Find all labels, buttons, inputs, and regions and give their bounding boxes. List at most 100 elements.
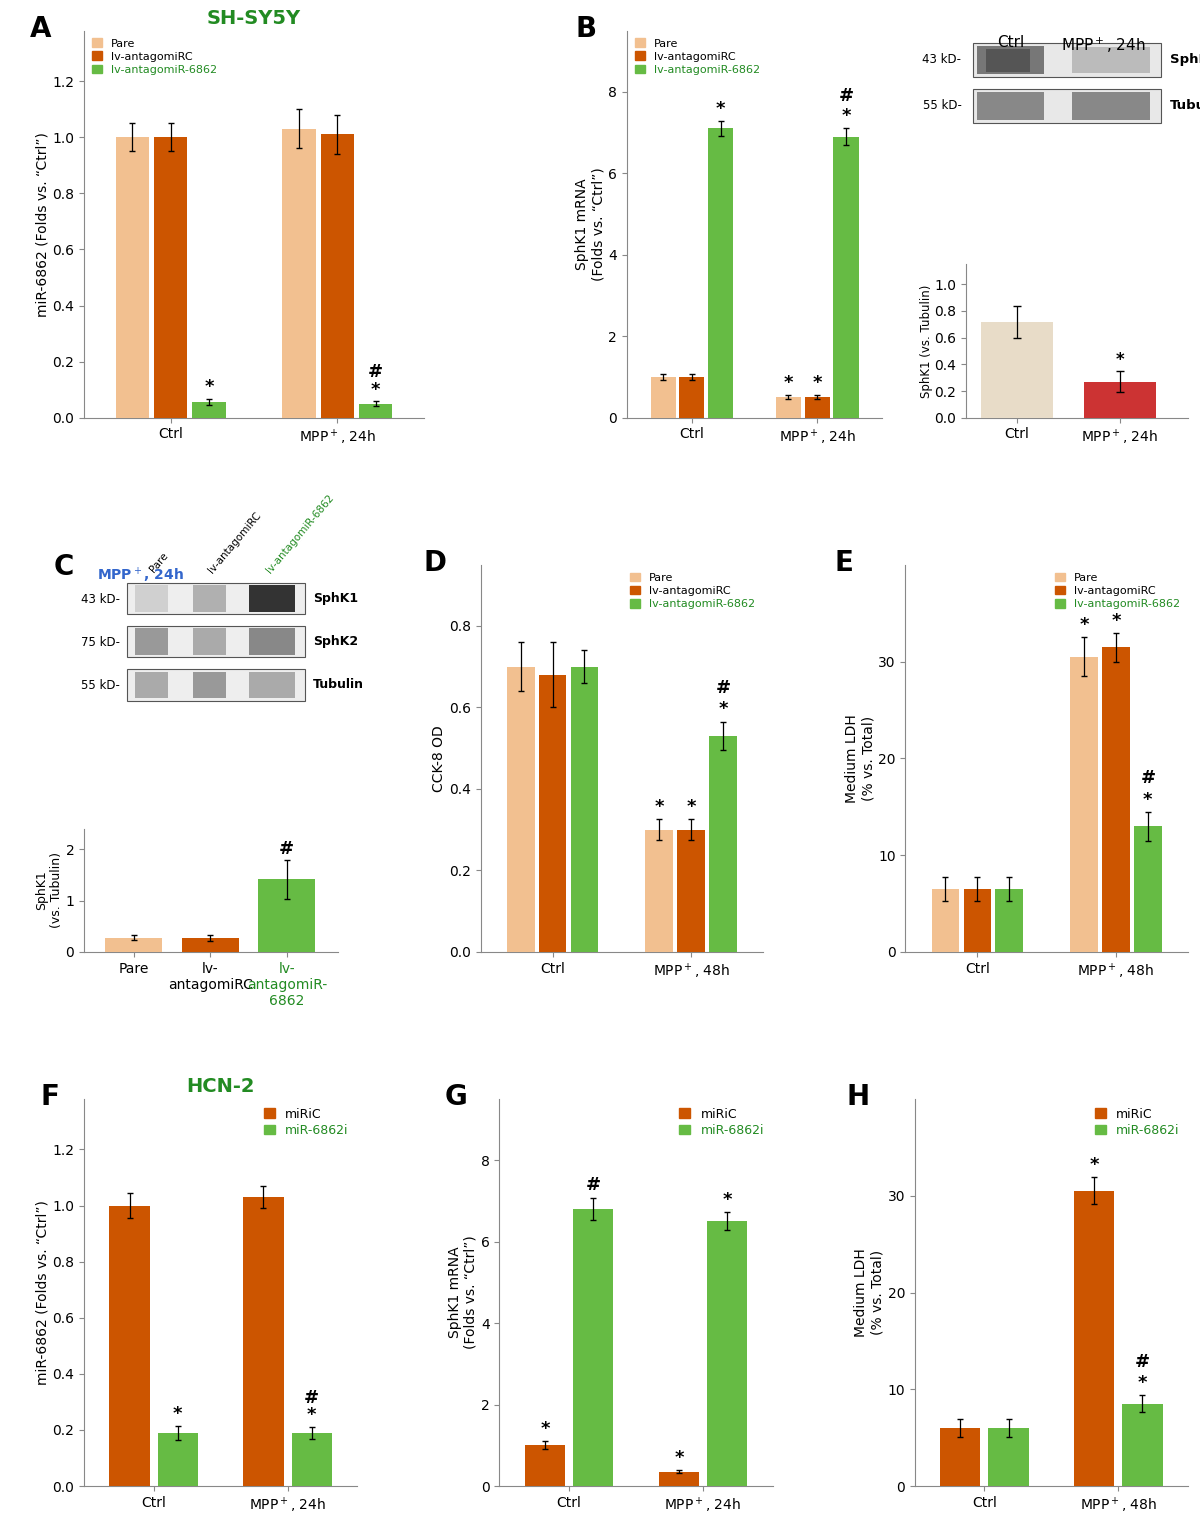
Text: #: #	[368, 363, 383, 381]
Legend: miRiC, miR-6862i: miRiC, miR-6862i	[677, 1105, 767, 1140]
Bar	[1073, 47, 1151, 74]
Title: HCN-2: HCN-2	[186, 1077, 254, 1095]
Text: *: *	[371, 381, 380, 400]
Text: *: *	[841, 107, 851, 126]
Text: *: *	[1111, 611, 1121, 630]
Bar	[677, 830, 706, 951]
Bar	[244, 1196, 283, 1486]
Bar	[1084, 381, 1156, 418]
Text: MPP$^+$, 24h: MPP$^+$, 24h	[97, 565, 184, 585]
Bar	[134, 585, 168, 611]
Y-axis label: SphK1 mRNA
(Folds vs. “Ctrl”): SphK1 mRNA (Folds vs. “Ctrl”)	[575, 167, 606, 280]
Text: *: *	[654, 798, 664, 817]
Bar	[982, 322, 1054, 418]
Legend: miRiC, miR-6862i: miRiC, miR-6862i	[262, 1105, 352, 1140]
Text: #: #	[1140, 769, 1156, 787]
Bar	[964, 889, 991, 951]
Text: *: *	[307, 1406, 317, 1425]
Y-axis label: Medium LDH
(% vs. Total): Medium LDH (% vs. Total)	[854, 1249, 884, 1337]
Text: H: H	[846, 1083, 870, 1112]
Text: #: #	[304, 1390, 319, 1406]
Bar	[1122, 1403, 1163, 1486]
Bar	[570, 666, 599, 951]
Bar	[1134, 826, 1162, 951]
Text: *: *	[1079, 616, 1088, 634]
Legend: Pare, lv-antagomiRC, lv-antagomiR-6862: Pare, lv-antagomiRC, lv-antagomiR-6862	[628, 570, 757, 611]
Y-axis label: SphK1 (vs. Tubulin): SphK1 (vs. Tubulin)	[919, 285, 932, 398]
Text: E: E	[835, 550, 853, 578]
Bar	[320, 135, 354, 418]
Text: *: *	[812, 374, 822, 392]
Text: *: *	[674, 1449, 684, 1468]
Text: *: *	[722, 1190, 732, 1209]
Bar	[977, 46, 1044, 75]
Bar	[127, 669, 305, 700]
Bar	[134, 671, 168, 699]
Legend: Pare, lv-antagomiRC, lv-antagomiR-6862: Pare, lv-antagomiRC, lv-antagomiR-6862	[632, 37, 762, 77]
Bar	[250, 671, 295, 699]
Bar	[679, 377, 704, 418]
Text: *: *	[204, 378, 214, 397]
Text: *: *	[540, 1420, 550, 1439]
Bar	[250, 585, 295, 611]
Bar	[539, 674, 566, 951]
Text: Pare: Pare	[148, 552, 170, 574]
Y-axis label: Medium LDH
(% vs. Total): Medium LDH (% vs. Total)	[845, 714, 875, 803]
Bar	[154, 138, 187, 418]
Legend: Pare, lv-antagomiRC, lv-antagomiR-6862: Pare, lv-antagomiRC, lv-antagomiR-6862	[90, 37, 220, 77]
Bar	[192, 403, 226, 418]
Title: SH-SY5Y: SH-SY5Y	[206, 9, 301, 28]
Bar	[1102, 647, 1129, 951]
Text: Tubulin: Tubulin	[313, 679, 364, 691]
Bar	[977, 92, 1044, 121]
Text: lv-antagomiRC: lv-antagomiRC	[206, 510, 263, 574]
Text: *: *	[784, 374, 793, 392]
Bar	[1073, 92, 1151, 121]
Bar	[659, 1472, 698, 1486]
Text: SphK2: SphK2	[313, 636, 358, 648]
Bar	[359, 404, 392, 418]
Bar	[250, 628, 295, 656]
Bar	[707, 1221, 748, 1486]
Bar	[940, 1428, 980, 1486]
Bar	[931, 889, 959, 951]
Text: Ctrl: Ctrl	[997, 35, 1024, 51]
Bar	[708, 129, 733, 418]
Bar	[1070, 657, 1098, 951]
Bar	[193, 628, 227, 656]
Y-axis label: miR-6862 (Folds vs. “Ctrl”): miR-6862 (Folds vs. “Ctrl”)	[36, 1200, 49, 1385]
Text: A: A	[30, 15, 52, 43]
Bar	[181, 938, 239, 951]
Y-axis label: SphK1 mRNA
(Folds vs. “Ctrl”): SphK1 mRNA (Folds vs. “Ctrl”)	[448, 1236, 478, 1350]
Text: *: *	[1090, 1157, 1099, 1175]
Text: G: G	[445, 1083, 468, 1112]
Bar	[805, 397, 829, 418]
Text: 75 kD-: 75 kD-	[80, 636, 120, 650]
Bar	[646, 830, 673, 951]
Text: *: *	[1144, 791, 1152, 809]
Bar	[193, 585, 227, 611]
Text: 43 kD-: 43 kD-	[923, 54, 961, 66]
Bar	[650, 377, 676, 418]
Text: #: #	[1135, 1353, 1150, 1371]
Text: B: B	[576, 15, 596, 43]
Bar	[524, 1445, 565, 1486]
Text: SphK1: SphK1	[1170, 54, 1200, 66]
Text: MPP$^+$, 24h: MPP$^+$, 24h	[1061, 35, 1146, 55]
Bar	[292, 1432, 332, 1486]
Bar	[506, 666, 534, 951]
Bar	[1074, 1190, 1115, 1486]
Legend: Pare, lv-antagomiRC, lv-antagomiR-6862: Pare, lv-antagomiRC, lv-antagomiR-6862	[1052, 570, 1182, 611]
Bar	[127, 582, 305, 614]
Bar	[258, 879, 316, 951]
Bar	[115, 138, 149, 418]
Bar	[972, 89, 1162, 123]
Bar	[574, 1209, 613, 1486]
Text: #: #	[715, 679, 731, 697]
Text: D: D	[424, 550, 446, 578]
Text: 55 kD-: 55 kD-	[80, 679, 120, 692]
Text: Tubulin: Tubulin	[1170, 100, 1200, 112]
Bar	[106, 938, 162, 951]
Bar	[709, 735, 737, 951]
Y-axis label: miR-6862 (Folds vs. “Ctrl”): miR-6862 (Folds vs. “Ctrl”)	[36, 132, 49, 317]
